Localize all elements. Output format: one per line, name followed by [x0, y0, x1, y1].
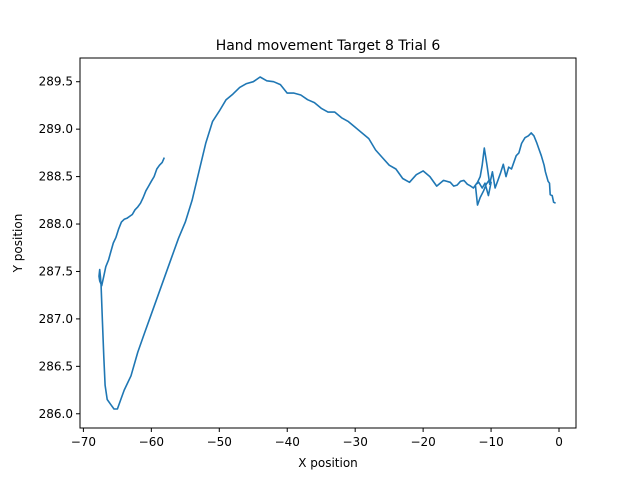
chart-title: Hand movement Target 8 Trial 6: [216, 38, 441, 54]
x-tick-label: −20: [410, 435, 435, 449]
x-tick-label: −10: [478, 435, 503, 449]
x-tick-label: −60: [139, 435, 164, 449]
y-tick-label: 288.0: [39, 217, 73, 231]
x-tick-label: 0: [555, 435, 563, 449]
y-tick-label: 289.0: [39, 122, 73, 136]
x-axis: −70 −60 −50 −40 −30 −20 −10 0: [71, 428, 563, 449]
x-tick-label: −70: [71, 435, 96, 449]
plot-frame: [79, 57, 577, 429]
y-tick-label: 287.5: [39, 264, 73, 278]
y-tick-label: 287.0: [39, 312, 73, 326]
y-tick-label: 286.0: [39, 407, 73, 421]
y-tick-label: 289.5: [39, 75, 73, 89]
y-tick-label: 286.5: [39, 359, 73, 373]
plot-area: [98, 76, 556, 410]
series-line: [98, 76, 556, 410]
y-axis-label: Y position: [11, 214, 25, 274]
x-tick-label: −40: [275, 435, 300, 449]
y-tick-label: 288.5: [39, 170, 73, 184]
x-axis-label: X position: [298, 456, 358, 470]
y-axis: 286.0 286.5 287.0 287.5 288.0 288.5 289.0 289.5: [39, 75, 80, 421]
x-tick-label: −30: [343, 435, 368, 449]
x-tick-label: −50: [207, 435, 232, 449]
